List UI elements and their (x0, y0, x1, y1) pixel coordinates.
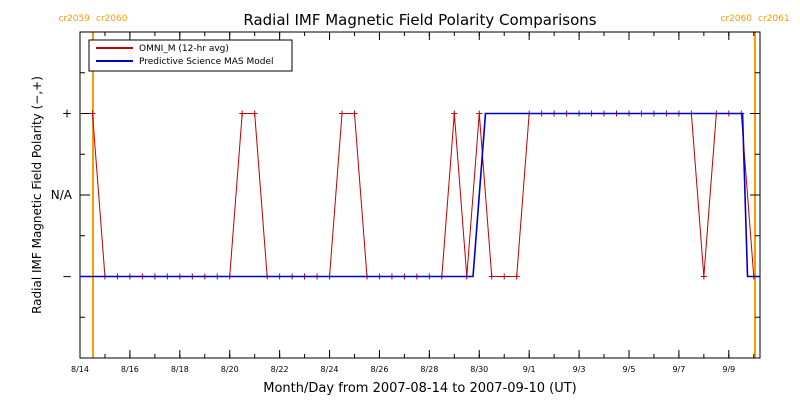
legend: OMNI_M (12-hr avg) Predictive Science MA… (88, 39, 293, 72)
data-point (89, 110, 96, 117)
x-tick-label: 8/30 (470, 365, 488, 374)
data-point (488, 273, 495, 280)
series-layer (80, 110, 760, 280)
y-axis-label: Radial IMF Magnetic Field Polarity (−,+) (30, 76, 44, 314)
x-tick-label: 8/14 (71, 365, 89, 374)
y-tick-label: − (62, 270, 72, 284)
carrington-right-label: cr2061 (758, 14, 790, 24)
legend-label-mas: Predictive Science MAS Model (139, 57, 274, 67)
y-tick-label: N/A (51, 188, 73, 202)
x-tick-label: 8/22 (271, 365, 289, 374)
x-tick-label: 8/26 (370, 365, 388, 374)
data-point (513, 273, 520, 280)
carrington-right-label: cr2060 (96, 14, 128, 24)
x-tick-label: 9/1 (523, 365, 536, 374)
chart-title: Radial IMF Magnetic Field Polarity Compa… (243, 11, 596, 29)
x-tick-label: 8/18 (171, 365, 189, 374)
y-tick-label: + (62, 107, 72, 121)
carrington-left-label: cr2060 (720, 14, 752, 24)
data-point (700, 273, 707, 280)
x-tick-label: 8/16 (121, 365, 139, 374)
x-tick-label: 9/7 (672, 365, 685, 374)
data-point (239, 110, 246, 117)
x-tick-label: 9/5 (623, 365, 636, 374)
x-tick-label: 8/20 (221, 365, 239, 374)
carrington-left-label: cr2059 (58, 14, 90, 24)
series-line-1 (80, 112, 760, 278)
data-point (351, 110, 358, 117)
data-point (501, 273, 508, 280)
x-tick-label: 9/9 (722, 365, 735, 374)
x-tick-label: 8/24 (321, 365, 339, 374)
data-point (339, 110, 346, 117)
x-tick-label: 9/3 (573, 365, 586, 374)
series-line-0 (91, 113, 755, 277)
data-point (451, 110, 458, 117)
x-axis-label: Month/Day from 2007-08-14 to 2007-09-10 … (263, 381, 576, 396)
x-tick-label: 8/28 (420, 365, 438, 374)
data-point (476, 110, 483, 117)
data-point (251, 110, 258, 117)
legend-box (88, 39, 293, 72)
legend-label-omni: OMNI_M (12-hr avg) (139, 44, 229, 54)
plot-frame: 8/14 8/16 8/18 8/20 8/22 8/24 8/26 8/28 8/30 9/1 9… (51, 31, 761, 374)
plot-border (79, 31, 761, 359)
